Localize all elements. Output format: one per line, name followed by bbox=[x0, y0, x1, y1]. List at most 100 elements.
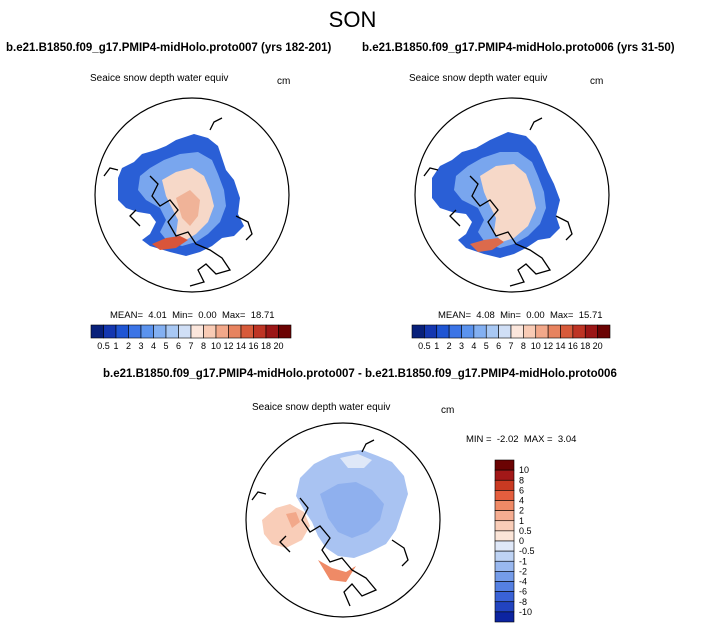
panel1-colorbar-tick-label: 1 bbox=[113, 341, 118, 351]
panel2-colorbar-tick-label: 18 bbox=[580, 341, 590, 351]
panel2-colorbar-swatch bbox=[448, 324, 462, 339]
diff-colorbar-tick-label: 10 bbox=[519, 465, 529, 475]
diff-colorbar-swatch bbox=[494, 550, 515, 562]
diff-frame bbox=[245, 422, 441, 618]
diff-colorbar-swatch bbox=[494, 530, 515, 542]
panel2-coast bbox=[423, 117, 573, 287]
diff-ice-pos2 bbox=[318, 560, 356, 582]
panel1-colorbar-tick-label: 10 bbox=[211, 341, 221, 351]
diff-colorbar-swatch bbox=[494, 459, 515, 471]
panel1-frame bbox=[94, 97, 290, 293]
panel1-colorbar-swatch bbox=[215, 324, 229, 339]
panel1-title: b.e21.B1850.f09_g17.PMIP4-midHolo.proto0… bbox=[6, 42, 332, 54]
panel1-colorbar-swatch bbox=[140, 324, 154, 339]
diff-units: cm bbox=[441, 405, 455, 416]
panel1-colorbar-tick-label: 2 bbox=[126, 341, 131, 351]
diff-colorbar-swatch bbox=[494, 490, 515, 501]
panel2-colorbar-swatch bbox=[485, 324, 499, 339]
panel1-colorbar-tick-label: 18 bbox=[261, 341, 271, 351]
diff-colorbar-tick-label: 8 bbox=[519, 475, 524, 485]
panel1-colorbar-tick-label: 7 bbox=[188, 341, 193, 351]
diff-map bbox=[246, 423, 440, 617]
panel2-colorbar-swatch bbox=[510, 324, 524, 339]
panel1-units: cm bbox=[277, 76, 291, 87]
diff-coast bbox=[251, 439, 409, 607]
panel2-colorbar-tick-label: 10 bbox=[531, 341, 541, 351]
diff-colorbar-swatch bbox=[494, 560, 515, 572]
diff-colorbar-swatch bbox=[494, 520, 515, 532]
diff-stats: MIN = -2.02 MAX = 3.04 bbox=[466, 434, 577, 445]
diff-colorbar-swatch bbox=[494, 469, 515, 481]
panel2-colorbar-tick-label: 16 bbox=[568, 341, 578, 351]
panel2-colorbar-tick-label: 7 bbox=[508, 341, 513, 351]
panel1-colorbar-tick-label: 8 bbox=[201, 341, 206, 351]
diff-colorbar-swatch bbox=[494, 601, 515, 613]
panel2-colorbar-swatch bbox=[498, 324, 512, 339]
panel1-colorbar-tick-label: 20 bbox=[273, 341, 283, 351]
panel2-colorbar-tick-label: 12 bbox=[543, 341, 553, 351]
diff-colorbar-swatch bbox=[494, 540, 515, 552]
panel1-colorbar-swatch bbox=[165, 324, 179, 339]
panel2-colorbar-swatch bbox=[411, 324, 425, 339]
diff-colorbar-tick-label: 0 bbox=[519, 536, 524, 546]
panel1-ice-hot bbox=[152, 236, 188, 250]
diff-ice-pos1 bbox=[262, 504, 310, 548]
panel2-colorbar-swatch bbox=[597, 324, 611, 339]
diff-ice-pos3 bbox=[286, 512, 300, 528]
diff-colorbar-tick-label: -1 bbox=[519, 556, 527, 566]
panel1-colorbar-swatch bbox=[203, 324, 217, 339]
panel2-colorbar-tick-label: 14 bbox=[555, 341, 565, 351]
panel1-colorbar-tick-label: 16 bbox=[248, 341, 258, 351]
panel1-colorbar-swatch bbox=[103, 324, 117, 339]
panel1-colorbar-tick-label: 6 bbox=[176, 341, 181, 351]
diff-ice-posnorth bbox=[340, 454, 372, 468]
panel2-colorbar-tick-label: 6 bbox=[496, 341, 501, 351]
panel1-colorbar-swatch bbox=[90, 324, 104, 339]
panel1-colorbar-swatch bbox=[253, 324, 267, 339]
panel2-colorbar-swatch bbox=[535, 324, 549, 339]
panel2-colorbar-swatch bbox=[461, 324, 475, 339]
season-title: SON bbox=[328, 7, 377, 32]
panel1-colorbar-swatch bbox=[240, 324, 254, 339]
diff-variable: Seaice snow depth water equiv bbox=[252, 402, 391, 413]
panel1-colorbar-tick-label: 14 bbox=[236, 341, 246, 351]
diff-colorbar-tick-label: 0.5 bbox=[519, 526, 532, 536]
diff-title: b.e21.B1850.f09_g17.PMIP4-midHolo.proto0… bbox=[103, 368, 617, 380]
diff-colorbar-swatch bbox=[494, 581, 515, 592]
diff-colorbar-tick-label: 1 bbox=[519, 516, 524, 526]
panel1-colorbar-swatch bbox=[153, 324, 167, 339]
panel2-variable: Seaice snow depth water equiv bbox=[409, 73, 548, 84]
panel2-colorbar-tick-label: 3 bbox=[459, 341, 464, 351]
panel2-colorbar: 0.5 1 2 3 4 5 6 7 8 10 12 14 16 18 20 bbox=[411, 324, 611, 351]
diff-colorbar-tick-label: 4 bbox=[519, 496, 524, 506]
diff-colorbar-tick-label: -6 bbox=[519, 587, 527, 597]
panel1-colorbar-swatch bbox=[128, 324, 142, 339]
diff-colorbar-swatch bbox=[494, 591, 515, 603]
diff-colorbar-tick-label: -0.5 bbox=[519, 546, 535, 556]
panel1-variable: Seaice snow depth water equiv bbox=[90, 73, 229, 84]
panel1-colorbar: 0.5 1 2 3 4 5 6 7 8 10 12 14 16 18 20 bbox=[90, 324, 292, 351]
diff-colorbar-swatch bbox=[494, 611, 515, 623]
panel2-colorbar-swatch bbox=[572, 324, 586, 339]
panel2-colorbar-tick-label: 5 bbox=[484, 341, 489, 351]
panel2-colorbar-tick-label: 1 bbox=[434, 341, 439, 351]
panel2-colorbar-swatch bbox=[424, 324, 438, 339]
diff-colorbar-tick-label: -4 bbox=[519, 577, 527, 587]
panel2-colorbar-tick-label: 2 bbox=[447, 341, 452, 351]
panel1-colorbar-tick-label: 5 bbox=[163, 341, 168, 351]
diff-ice-neg bbox=[320, 482, 384, 538]
panel2-colorbar-tick-label: 8 bbox=[521, 341, 526, 351]
panel1-colorbar-swatch bbox=[190, 324, 204, 339]
panel2-title: b.e21.B1850.f09_g17.PMIP4-midHolo.proto0… bbox=[362, 42, 675, 54]
diff-colorbar-tick-label: 2 bbox=[519, 506, 524, 516]
panel2-ice-light bbox=[480, 164, 536, 242]
panel2-colorbar-tick-label: 4 bbox=[471, 341, 476, 351]
panel1-colorbar-tick-label: 12 bbox=[223, 341, 233, 351]
diff-colorbar-swatch bbox=[494, 479, 515, 491]
panel2-colorbar-swatch bbox=[473, 324, 487, 339]
panel2-stats: MEAN= 4.08 Min= 0.00 Max= 15.71 bbox=[438, 310, 603, 321]
panel2-colorbar-swatch bbox=[547, 324, 561, 339]
panel1-colorbar-swatch bbox=[265, 324, 279, 339]
panel1-ice-warm bbox=[176, 190, 200, 226]
diff-colorbar-tick-label: -10 bbox=[519, 607, 532, 617]
